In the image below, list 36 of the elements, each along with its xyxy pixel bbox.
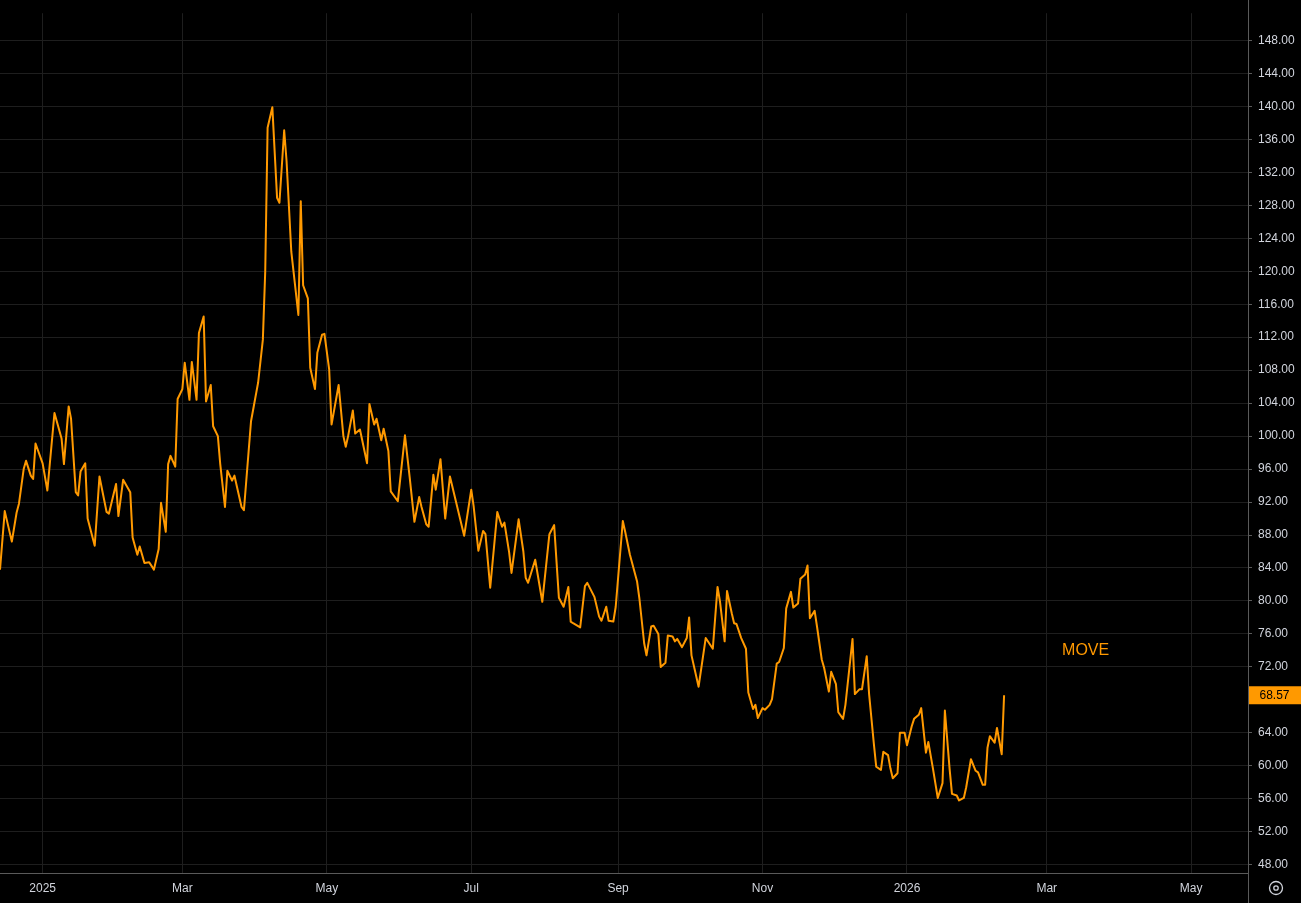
- x-tick-label: Mar: [1036, 880, 1058, 895]
- y-tick-label: 120.00: [1258, 263, 1296, 278]
- y-tick-label: 96.00: [1258, 461, 1289, 476]
- y-tick-label: 148.00: [1258, 32, 1296, 47]
- x-tick-label: Jul: [463, 880, 479, 895]
- x-tick-label: 2025: [29, 880, 57, 895]
- y-tick-label: 80.00: [1258, 593, 1289, 608]
- y-tick-label: 52.00: [1258, 824, 1289, 839]
- y-tick-label: 60.00: [1258, 758, 1289, 773]
- y-tick-label: 116.00: [1258, 296, 1295, 311]
- y-tick-label: 124.00: [1258, 230, 1296, 245]
- x-tick-label: May: [1179, 880, 1203, 895]
- y-tick-label: 76.00: [1258, 626, 1289, 641]
- x-tick-label: May: [315, 880, 339, 895]
- x-tick-label: 2026: [893, 880, 921, 895]
- y-tick-label: 104.00: [1258, 395, 1296, 410]
- y-tick-label: 92.00: [1258, 494, 1289, 509]
- text: MOVE: [1062, 640, 1110, 658]
- y-tick-label: 56.00: [1258, 791, 1289, 806]
- y-tick-label: 136.00: [1258, 131, 1296, 146]
- y-tick-label: 108.00: [1258, 362, 1296, 377]
- y-tick-label: 84.00: [1258, 560, 1289, 575]
- y-tick-label: 100.00: [1258, 428, 1296, 443]
- y-tick-label: 88.00: [1258, 527, 1289, 542]
- y-tick-label: 128.00: [1258, 197, 1296, 212]
- y-tick-label: 64.00: [1258, 725, 1289, 740]
- x-tick-label: Sep: [607, 880, 630, 895]
- y-tick-label: 144.00: [1258, 65, 1296, 80]
- y-tick-label: 48.00: [1258, 857, 1289, 872]
- y-tick-label: 72.00: [1258, 659, 1289, 674]
- y-tick-label: 140.00: [1258, 98, 1296, 113]
- x-tick-label: Mar: [172, 880, 193, 895]
- y-tick-label: 132.00: [1258, 164, 1296, 179]
- x-tick-label: Nov: [751, 880, 774, 895]
- y-tick-label: 112.00: [1258, 329, 1295, 344]
- text: 68.57: [1259, 688, 1290, 703]
